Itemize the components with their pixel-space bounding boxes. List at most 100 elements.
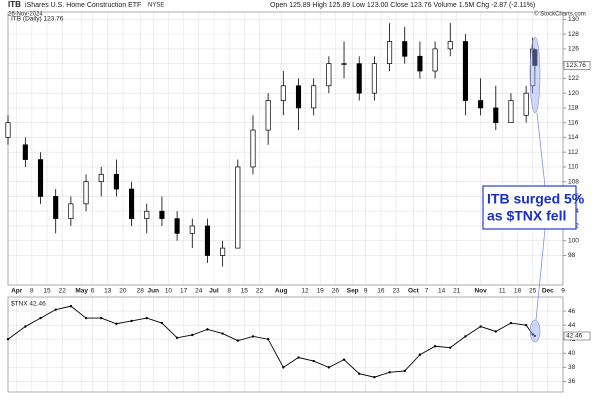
security-name: iShares U.S. Home Construction ETF bbox=[25, 2, 141, 9]
candle-body bbox=[356, 63, 362, 94]
connector bbox=[536, 112, 546, 187]
x-tick-label: 11 bbox=[499, 288, 506, 295]
candle-body bbox=[326, 63, 332, 87]
point bbox=[418, 353, 422, 356]
x-tick-label: 7 bbox=[425, 288, 429, 295]
highlight bbox=[529, 319, 541, 343]
y-tick-label: 46 bbox=[568, 308, 576, 315]
point bbox=[524, 323, 528, 327]
x-tick-label: 19 bbox=[317, 288, 325, 295]
x-tick-label: Oct bbox=[408, 288, 420, 295]
y-tick-label: 116 bbox=[568, 119, 579, 126]
y-tick-label: 130 bbox=[568, 16, 579, 23]
point bbox=[84, 316, 88, 320]
candle-body bbox=[174, 218, 180, 234]
candle-body bbox=[159, 210, 165, 219]
point bbox=[39, 316, 42, 320]
candle-body bbox=[68, 203, 74, 219]
x-tick-label: Jul bbox=[209, 288, 219, 295]
last-value-tag bbox=[563, 331, 591, 341]
panel-frame bbox=[7, 296, 564, 393]
candle-body bbox=[478, 100, 484, 109]
point bbox=[130, 319, 133, 323]
candle-body bbox=[462, 41, 468, 101]
point bbox=[266, 338, 270, 341]
candle-body bbox=[53, 196, 59, 219]
candle-body bbox=[371, 63, 377, 94]
exchange: NYSE bbox=[148, 3, 164, 9]
x-tick-label: 13 bbox=[104, 288, 112, 295]
x-tick-label: 28 bbox=[137, 288, 145, 295]
annotation-box bbox=[482, 185, 577, 230]
candle-body bbox=[532, 49, 538, 66]
last-value-label: 42.46 bbox=[566, 333, 583, 340]
x-tick-label: Sep bbox=[347, 288, 359, 295]
x-tick-label: Apr bbox=[11, 288, 23, 295]
highlight bbox=[529, 36, 541, 114]
candle-body bbox=[5, 122, 11, 138]
candle-body bbox=[493, 107, 499, 124]
x-tick-label: 23 bbox=[392, 288, 400, 295]
y-tick-label: 98 bbox=[568, 252, 576, 259]
candle-body bbox=[523, 92, 529, 116]
annotation: as $TNX fell bbox=[487, 208, 566, 224]
x-tick-label: 14 bbox=[438, 288, 446, 295]
x-tick-label: 21 bbox=[453, 288, 461, 295]
x-tick-label: 9 bbox=[561, 288, 565, 295]
point bbox=[6, 338, 10, 341]
candle-body bbox=[311, 85, 317, 109]
y-tick-label: 36 bbox=[568, 378, 576, 385]
point bbox=[160, 321, 164, 325]
point bbox=[236, 339, 240, 342]
last-value-label: 123.76 bbox=[566, 62, 586, 69]
x-tick-label: 9 bbox=[364, 288, 368, 295]
panel-label: ITB (Daily) 123.76 bbox=[11, 16, 64, 23]
point bbox=[69, 304, 73, 308]
point bbox=[533, 334, 537, 338]
candle-body bbox=[144, 210, 150, 219]
x-tick-label: 24 bbox=[195, 288, 203, 295]
point bbox=[403, 369, 406, 373]
point bbox=[388, 371, 391, 374]
point bbox=[145, 316, 148, 320]
plot-area: 9810010210410610811011211411611812012212… bbox=[5, 11, 591, 393]
candle-body bbox=[387, 41, 393, 64]
x-tick-label: 10 bbox=[165, 288, 173, 295]
y-tick-label: 108 bbox=[568, 178, 579, 185]
point bbox=[282, 366, 285, 369]
x-tick-label: Nov bbox=[474, 288, 487, 295]
candle-body bbox=[98, 173, 104, 183]
candle-body bbox=[402, 41, 408, 57]
candle-body bbox=[295, 85, 302, 109]
x-tick-label: 22 bbox=[256, 288, 264, 295]
x-tick-label: 15 bbox=[241, 288, 249, 295]
panel-label: $TNX 42.46 bbox=[11, 301, 46, 308]
x-tick-label: Jun bbox=[147, 288, 159, 295]
x-tick-label: 18 bbox=[514, 288, 522, 295]
candle-body bbox=[113, 173, 119, 190]
last-value-tag bbox=[563, 61, 591, 70]
candle-body bbox=[508, 100, 514, 124]
point bbox=[115, 322, 118, 325]
point bbox=[494, 330, 497, 333]
quote: Open 125.89 High 125.89 Low 123.00 Close… bbox=[270, 2, 535, 9]
x-tick-label: 26 bbox=[332, 288, 340, 295]
point bbox=[24, 325, 27, 328]
y-tick-label: 100 bbox=[568, 237, 579, 244]
candle-body bbox=[83, 181, 89, 205]
point bbox=[100, 316, 103, 320]
candle-body bbox=[280, 85, 286, 101]
candle-body bbox=[22, 144, 28, 160]
point bbox=[464, 335, 467, 338]
point bbox=[297, 356, 300, 359]
x-tick-label: 12 bbox=[301, 288, 309, 295]
y-tick-label: 112 bbox=[568, 149, 579, 156]
x-tick-label: 20 bbox=[119, 288, 127, 295]
symbol: ITB bbox=[8, 0, 21, 9]
point bbox=[449, 346, 452, 349]
candle-body bbox=[432, 48, 438, 72]
point bbox=[479, 325, 482, 328]
point bbox=[327, 366, 331, 369]
candle-body bbox=[220, 247, 226, 256]
copyright: © StockCharts.com bbox=[534, 11, 586, 18]
